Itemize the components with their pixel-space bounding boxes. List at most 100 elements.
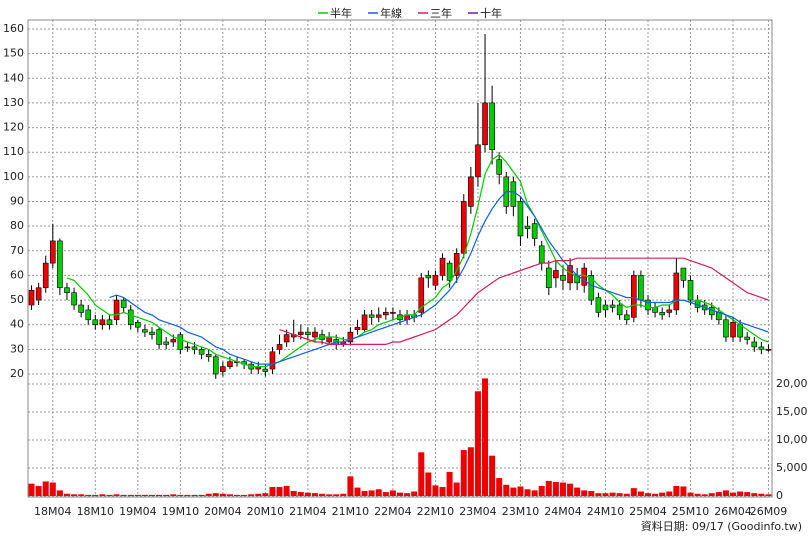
volume-bar: [673, 485, 680, 496]
volume-bar: [311, 493, 318, 496]
candle-body: [283, 334, 290, 343]
candle-body: [205, 353, 212, 358]
y-tick-label: 30: [10, 342, 24, 355]
volume-bar: [453, 482, 460, 496]
candle-body: [142, 329, 148, 333]
x-tick-label: 18M04: [34, 505, 72, 518]
candle-body: [375, 314, 382, 318]
candle-body: [49, 240, 56, 264]
candle-body: [510, 181, 517, 207]
candle-body: [638, 275, 644, 301]
x-tick-label: 21M04: [289, 505, 327, 518]
candle-body: [390, 312, 396, 314]
legend-label: 半年: [330, 6, 352, 20]
volume-bar: [127, 494, 134, 496]
x-tick-label: 26M04: [714, 505, 752, 518]
x-tick-label: 25M10: [672, 505, 710, 518]
volume-bar: [397, 492, 403, 496]
volume-bar: [645, 493, 651, 496]
candle-body: [666, 309, 673, 313]
candle-body: [723, 319, 729, 338]
candle-body: [120, 299, 127, 308]
volume-bar: [715, 492, 722, 496]
volume-bar: [382, 492, 389, 496]
volume-bar: [241, 494, 248, 496]
volume-bar: [234, 494, 241, 496]
ma-line: [66, 153, 769, 368]
y-tick-label: 110: [3, 145, 24, 158]
candle-body: [191, 346, 198, 350]
y-tick-label: 50: [10, 293, 24, 306]
candle-body: [212, 356, 219, 375]
candle-body: [127, 309, 134, 326]
footer: 資料日期: 09/17 (Goodinfo.tw): [641, 519, 802, 533]
volume-bar: [354, 487, 361, 496]
candle-body: [439, 257, 446, 276]
volume-bar: [361, 490, 368, 496]
volume-bar: [198, 494, 205, 496]
x-tick-label: 25M04: [629, 505, 667, 518]
y-tick-label: 120: [3, 121, 24, 134]
volume-bar: [326, 494, 333, 496]
candle-body: [113, 299, 120, 321]
x-tick-label: 22M04: [374, 505, 412, 518]
y2-tick-label: 20,000: [776, 377, 808, 390]
volume-bar: [35, 485, 42, 496]
volume-bar: [722, 490, 729, 496]
volume-bar: [49, 482, 56, 496]
volume-bar: [134, 494, 141, 496]
candle-body: [42, 262, 49, 289]
candle-body: [163, 341, 169, 345]
volume-bar: [687, 492, 694, 496]
candle-body: [276, 344, 283, 350]
candle-body: [595, 297, 602, 313]
y-tick-label: 160: [3, 22, 24, 35]
volume-bar: [446, 471, 453, 496]
ma-line: [109, 191, 769, 365]
volume-bar: [99, 494, 106, 496]
candle-body: [517, 201, 524, 237]
y-tick-label: 140: [3, 71, 24, 84]
volume-bar: [177, 494, 184, 496]
candle-body: [659, 312, 665, 316]
volume-bar: [425, 472, 432, 496]
volume-bar: [113, 494, 120, 496]
x-tick-label: 20M04: [204, 505, 242, 518]
y2-tick-label: 15,000: [776, 405, 808, 418]
candle-body: [347, 331, 354, 343]
volume-bar: [503, 484, 510, 496]
x-tick-label: 24M04: [544, 505, 582, 518]
volume-bar: [432, 485, 439, 496]
volume-bar: [276, 487, 283, 496]
candle-body: [297, 331, 304, 335]
volume-bar: [290, 490, 297, 496]
candle-body: [64, 287, 70, 293]
candle-body: [354, 326, 361, 330]
candle-body: [531, 223, 538, 239]
candle-body: [57, 240, 63, 289]
y-tick-label: 70: [10, 244, 24, 257]
candle-body: [524, 225, 531, 229]
volume-bar: [652, 493, 659, 496]
volume-bar: [120, 494, 127, 496]
volume-bar: [163, 494, 170, 496]
y-tick-label: 20: [10, 367, 24, 380]
volume-bar: [219, 493, 226, 496]
candle-body: [149, 331, 155, 335]
volume-bar: [531, 490, 538, 496]
volume-bar: [574, 487, 581, 496]
volume-bar: [708, 493, 715, 496]
volume-bar: [758, 493, 765, 496]
volume-bar: [297, 492, 304, 496]
volume-bar: [404, 493, 411, 496]
candle-body: [78, 304, 84, 313]
candle-body: [602, 304, 609, 311]
candle-body: [85, 309, 92, 321]
candle-body: [751, 341, 758, 348]
candle-body: [198, 349, 205, 355]
volume-bar: [588, 490, 595, 496]
volume-bar: [751, 493, 758, 496]
volume-bar: [375, 489, 382, 496]
volume-bar: [28, 483, 35, 496]
